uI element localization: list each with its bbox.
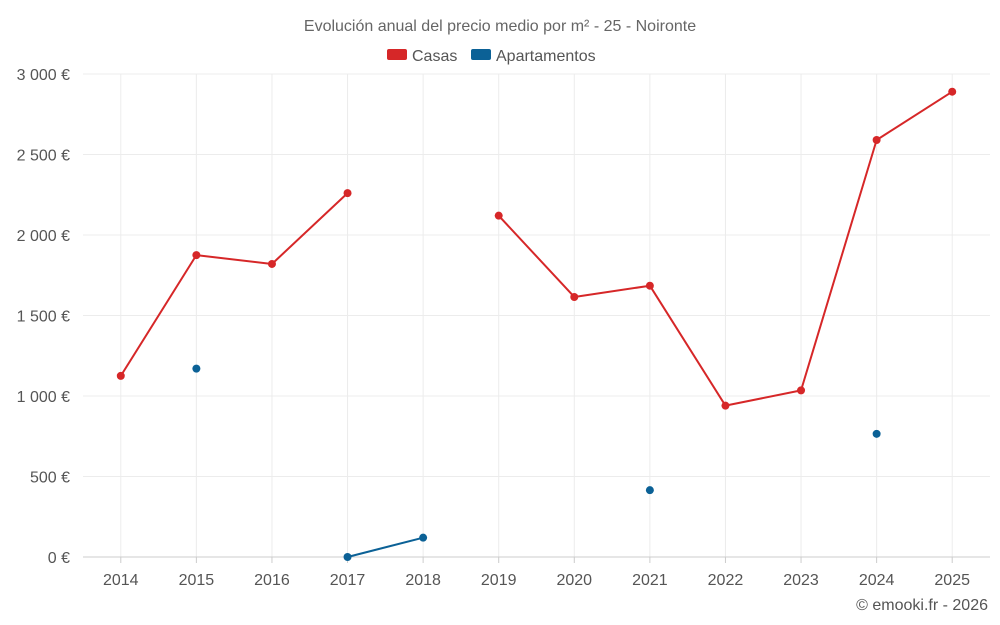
y-tick-label: 0 €	[48, 550, 70, 567]
x-axis: 2014 2015 2016 2017 2018 2019 2020 2021 2022 2023…	[83, 556, 990, 589]
y-tick-label: 1 000 €	[17, 389, 70, 406]
data-point-casas-2021[interactable]	[645, 281, 654, 290]
gridlines	[83, 73, 990, 557]
y-tick-label: 2 000 €	[17, 228, 70, 245]
data-point-casas-2020[interactable]	[570, 292, 579, 301]
legend-swatch-casas	[387, 49, 407, 60]
legend-item-casas[interactable]: Casas	[387, 48, 457, 65]
y-tick-label: 1 500 €	[17, 309, 70, 326]
series-line-apartamentos	[347, 536, 424, 558]
series-line-casas	[119, 192, 349, 377]
x-tick-label: 2017	[330, 572, 366, 589]
legend-swatch-apartamentos	[471, 49, 491, 60]
legend-label-casas: Casas	[412, 48, 457, 65]
legend-item-apartamentos[interactable]: Apartamentos	[471, 48, 596, 65]
data-point-casas-2019[interactable]	[494, 211, 503, 220]
x-tick-label: 2025	[934, 572, 970, 589]
x-tick-label: 2019	[481, 572, 517, 589]
data-point-casas-2017[interactable]	[343, 189, 352, 198]
chart-title: Evolución anual del precio medio por m² …	[304, 18, 696, 35]
data-point-casas-2015[interactable]	[192, 251, 201, 260]
legend-label-apartamentos: Apartamentos	[496, 48, 596, 65]
data-point-apartamentos-2018[interactable]	[419, 533, 428, 542]
x-tick-label: 2015	[179, 572, 215, 589]
x-tick-label: 2023	[783, 572, 819, 589]
credit-text: © emooki.fr - 2026	[856, 597, 988, 614]
series-layer	[116, 87, 957, 561]
data-point-apartamentos-2015[interactable]	[192, 364, 201, 373]
data-point-casas-2025[interactable]	[948, 87, 957, 96]
x-tick-label: 2022	[708, 572, 744, 589]
x-tick-label: 2014	[103, 572, 139, 589]
x-tick-label: 2020	[556, 572, 592, 589]
data-point-apartamentos-2017[interactable]	[343, 553, 352, 561]
series-casas	[116, 87, 957, 410]
legend: Casas Apartamentos	[387, 48, 596, 65]
data-point-apartamentos-2024[interactable]	[872, 429, 881, 438]
data-point-casas-2022[interactable]	[721, 401, 730, 410]
data-point-casas-2023[interactable]	[797, 386, 806, 395]
data-point-casas-2024[interactable]	[872, 136, 881, 145]
y-tick-label: 500 €	[30, 470, 70, 487]
y-axis: 0 € 500 € 1 000 € 1 500 € 2 000 € 2 500 € 3 00…	[17, 67, 70, 567]
data-point-casas-2014[interactable]	[116, 371, 125, 380]
x-tick-label: 2024	[859, 572, 895, 589]
series-apartamentos	[192, 364, 881, 561]
y-tick-label: 2 500 €	[17, 148, 70, 165]
y-tick-label: 3 000 €	[17, 67, 70, 84]
x-tick-label: 2021	[632, 572, 668, 589]
x-tick-label: 2018	[405, 572, 441, 589]
data-point-apartamentos-2021[interactable]	[645, 486, 654, 495]
x-tick-label: 2016	[254, 572, 290, 589]
data-point-casas-2016[interactable]	[267, 259, 276, 268]
